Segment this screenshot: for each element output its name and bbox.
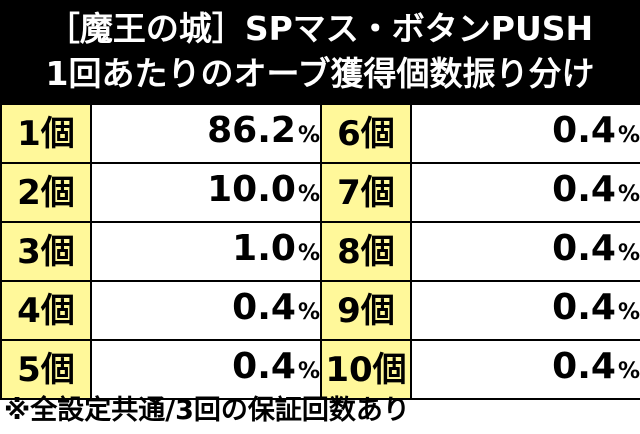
probability-cell: 0.4%: [410, 339, 640, 400]
percent-unit: %: [617, 300, 640, 325]
count-label: 2個: [0, 162, 92, 223]
percent-unit: %: [617, 359, 640, 384]
probability-value: 1.0: [232, 228, 296, 269]
percent-unit: %: [297, 300, 320, 325]
footnote: ※全設定共通/3回の保証回数あり: [4, 395, 410, 426]
probability-value: 10.0: [207, 169, 296, 210]
percent-unit: %: [297, 241, 320, 266]
table-row: 2個 10.0% 7個 0.4%: [0, 162, 640, 223]
count-label: 10個: [320, 339, 412, 400]
count-label: 1個: [0, 103, 92, 164]
count-label: 8個: [320, 221, 412, 282]
probability-value: 0.4: [232, 287, 296, 328]
percent-unit: %: [617, 241, 640, 266]
table-row: 5個 0.4% 10個 0.4%: [0, 339, 640, 400]
table-row: 3個 1.0% 8個 0.4%: [0, 221, 640, 282]
count-label: 9個: [320, 280, 412, 341]
probability-cell: 0.4%: [410, 103, 640, 164]
percent-unit: %: [617, 182, 640, 207]
count-label: 3個: [0, 221, 92, 282]
probability-value: 86.2: [207, 110, 296, 151]
count-label: 4個: [0, 280, 92, 341]
table-row: 4個 0.4% 9個 0.4%: [0, 280, 640, 341]
probability-cell: 0.4%: [90, 339, 322, 400]
percent-unit: %: [617, 123, 640, 148]
count-label: 5個: [0, 339, 92, 400]
orb-distribution-table: 1個 86.2% 6個 0.4% 2個 10.0% 7個 0.4% 3個 1.0…: [0, 103, 640, 400]
table-row: 1個 86.2% 6個 0.4%: [0, 103, 640, 164]
probability-cell: 0.4%: [410, 162, 640, 223]
probability-cell: 10.0%: [90, 162, 322, 223]
probability-value: 0.4: [232, 346, 296, 387]
probability-value: 0.4: [552, 228, 616, 269]
probability-cell: 0.4%: [90, 280, 322, 341]
percent-unit: %: [297, 359, 320, 384]
title-line-1: ［魔王の城］SPマス・ボタンPUSH: [46, 9, 594, 48]
percent-unit: %: [297, 182, 320, 207]
probability-cell: 1.0%: [90, 221, 322, 282]
probability-value: 0.4: [552, 287, 616, 328]
probability-value: 0.4: [552, 346, 616, 387]
title-line-2: 1回あたりのオーブ獲得個数振り分け: [45, 54, 595, 93]
percent-unit: %: [297, 123, 320, 148]
count-label: 7個: [320, 162, 412, 223]
count-label: 6個: [320, 103, 412, 164]
probability-cell: 86.2%: [90, 103, 322, 164]
title-banner: ［魔王の城］SPマス・ボタンPUSH 1回あたりのオーブ獲得個数振り分け: [0, 0, 640, 103]
probability-value: 0.4: [552, 169, 616, 210]
probability-cell: 0.4%: [410, 221, 640, 282]
probability-value: 0.4: [552, 110, 616, 151]
probability-cell: 0.4%: [410, 280, 640, 341]
